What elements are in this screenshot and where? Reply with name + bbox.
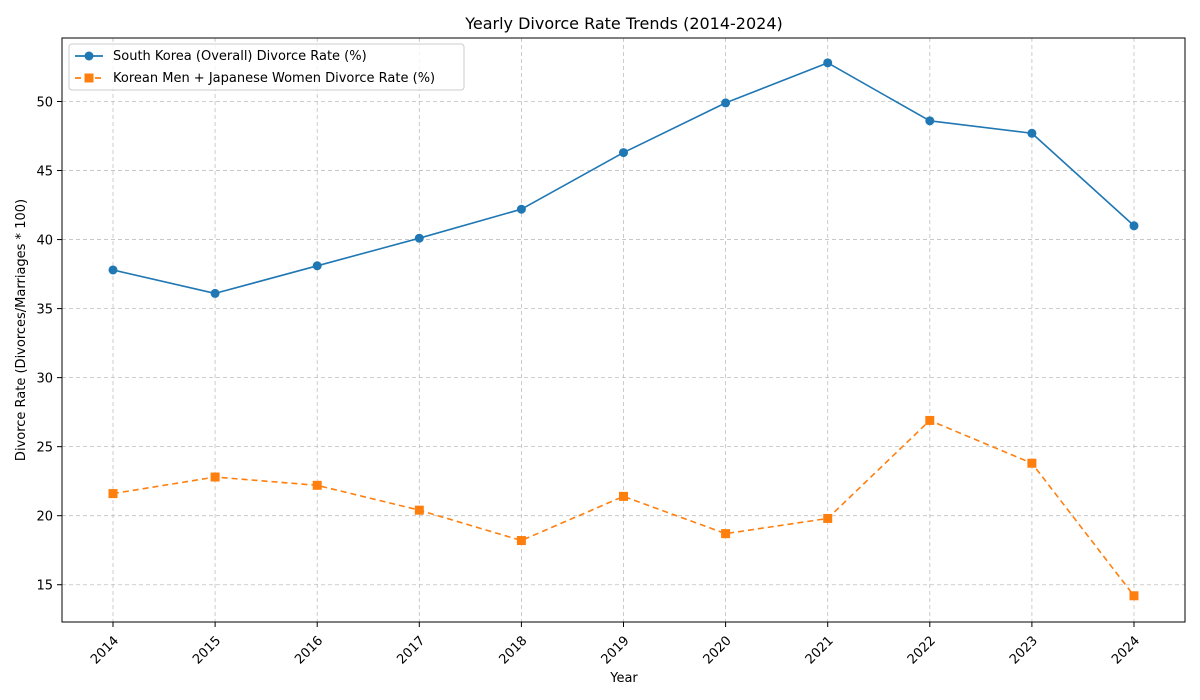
data-point: [414, 233, 424, 243]
legend-label-south-korea: South Korea (Overall) Divorce Rate (%): [113, 49, 367, 64]
series-line: [112, 419, 1135, 597]
grid-lines: [62, 38, 1185, 622]
y-tick-label: 30: [36, 372, 53, 387]
data-point: [210, 472, 220, 482]
y-tick-label: 35: [36, 303, 53, 318]
y-tick-label: 25: [36, 441, 53, 456]
data-point: [823, 513, 833, 523]
legend-box: [68, 43, 465, 91]
y-tick-label: 40: [36, 234, 53, 249]
data-point: [1027, 458, 1037, 468]
legend-marker-south-korea: [84, 51, 94, 61]
data-point: [925, 415, 935, 425]
data-point: [516, 536, 526, 546]
data-point: [619, 148, 628, 158]
data-point: [823, 58, 833, 68]
y-tick-label: 45: [36, 165, 53, 180]
data-point: [312, 261, 322, 271]
data-point: [516, 204, 526, 214]
legend: South Korea (Overall) Divorce Rate (%) K…: [68, 43, 465, 91]
chart-title: Yearly Divorce Rate Trends (2014-2024): [464, 14, 783, 33]
y-axis-label: Divorce Rate (Divorces/Marriages * 100): [14, 199, 29, 461]
y-axis: 15 20 25 30 35 40 45 50: [36, 96, 62, 594]
data-point: [108, 265, 118, 275]
data-point: [1027, 128, 1037, 138]
series-0: [108, 58, 1139, 298]
data-point: [925, 116, 935, 126]
data-point: [619, 491, 628, 501]
data-point: [108, 489, 118, 499]
y-tick-label: 50: [36, 96, 53, 111]
x-axis-label: Year: [609, 671, 638, 686]
legend-marker-korean-men-japanese-women: [84, 73, 94, 83]
y-tick-label: 15: [36, 579, 53, 594]
data-point: [210, 288, 220, 298]
data-point: [312, 480, 322, 490]
data-point: [721, 529, 731, 539]
y-tick-label: 20: [36, 510, 53, 525]
data-point: [1129, 221, 1139, 231]
series-1: [108, 415, 1139, 601]
legend-label-korean-men-japanese-women: Korean Men + Japanese Women Divorce Rate…: [113, 71, 435, 86]
series-layer: [108, 58, 1139, 601]
data-point: [721, 98, 731, 108]
data-point: [414, 505, 424, 515]
data-point: [1129, 591, 1139, 601]
